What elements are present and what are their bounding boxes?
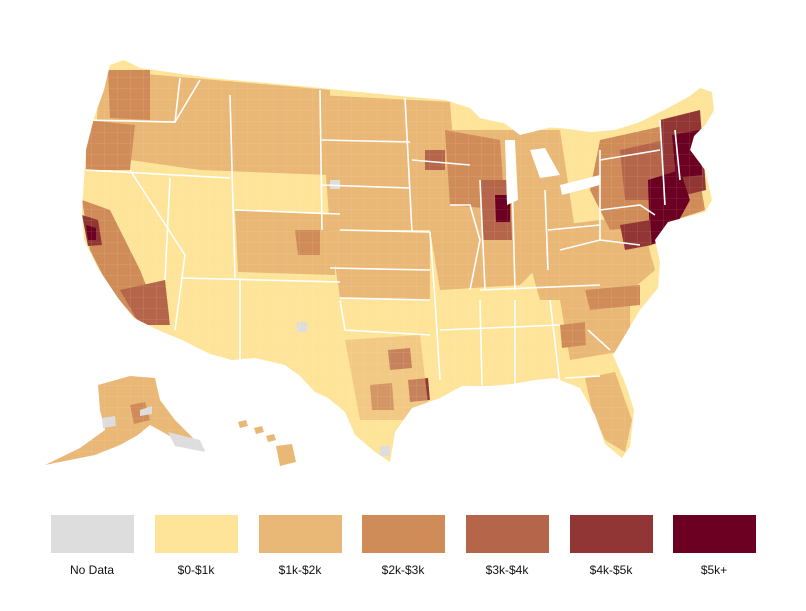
legend-swatch — [361, 515, 445, 553]
legend-label: No Data — [69, 563, 115, 577]
legend-swatch — [569, 515, 653, 553]
state-borders — [85, 77, 681, 386]
legend: No Data $0-$1k $1k-$2k $2k-$3k $3k-$4k $… — [0, 500, 806, 600]
legend-swatch — [672, 515, 756, 553]
legend-swatch — [154, 515, 238, 553]
legend-item-2k-3k: $2k-$3k — [361, 515, 445, 577]
legend-swatch — [258, 515, 342, 553]
legend-item-5k-plus: $5k+ — [672, 515, 756, 577]
hawaii — [238, 420, 296, 466]
map-svg — [40, 60, 714, 470]
legend-label: $1k-$2k — [278, 563, 322, 577]
legend-label: $0-$1k — [177, 563, 215, 577]
legend-swatch — [465, 515, 549, 553]
legend-label: $4k-$5k — [589, 563, 633, 577]
legend-label: $2k-$3k — [381, 563, 425, 577]
legend-item-1k-2k: $1k-$2k — [258, 515, 342, 577]
alaska — [40, 370, 210, 470]
legend-item-no-data: No Data — [50, 515, 134, 577]
legend-label: $5k+ — [700, 563, 728, 577]
legend-swatch — [50, 515, 134, 553]
legend-label: $3k-$4k — [485, 563, 529, 577]
legend-item-4k-5k: $4k-$5k — [569, 515, 653, 577]
legend-item-3k-4k: $3k-$4k — [465, 515, 549, 577]
great-lakes — [500, 115, 600, 205]
us-county-map — [40, 60, 714, 470]
contiguous-us — [82, 60, 714, 462]
legend-item-0-1k: $0-$1k — [154, 515, 238, 577]
